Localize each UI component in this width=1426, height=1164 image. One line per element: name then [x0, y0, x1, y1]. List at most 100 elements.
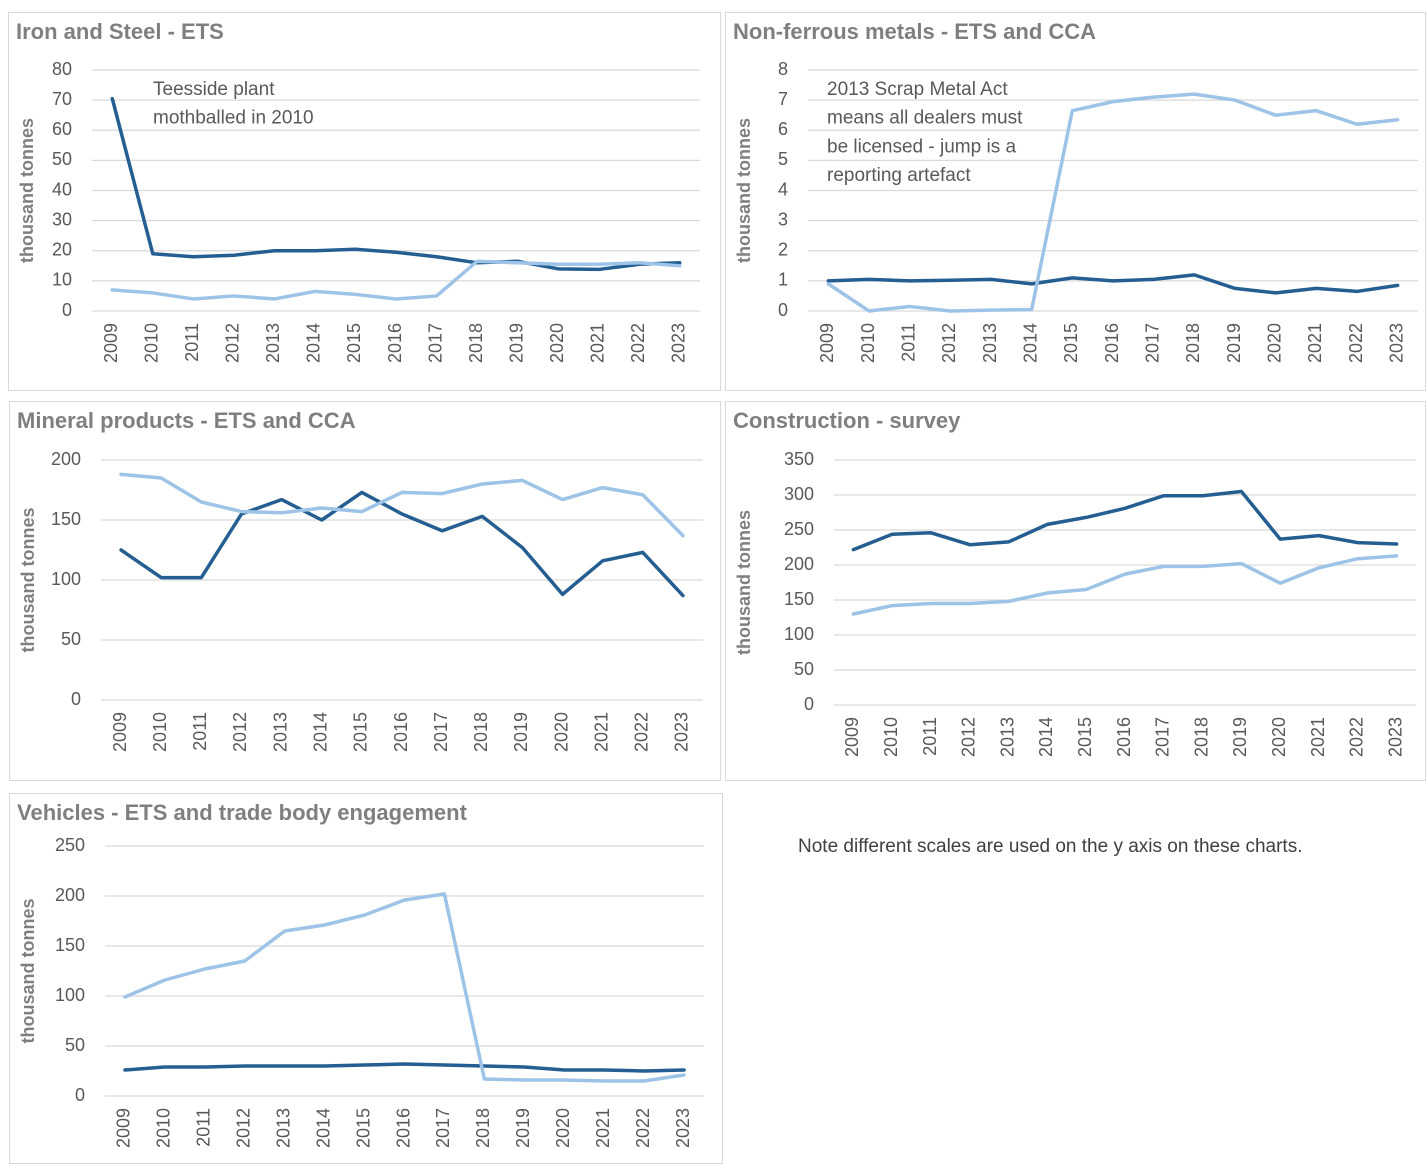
line-series [119, 472, 685, 538]
chart-title: Non-ferrous metals - ETS and CCA [733, 19, 1096, 44]
y-tick-label: 250 [784, 519, 814, 539]
x-tick-label: 2022 [632, 712, 652, 752]
y-tick-label: 0 [804, 694, 814, 714]
y-tick-label: 0 [62, 300, 72, 320]
y-tick-label: 0 [71, 689, 81, 709]
annotation: be licensed - jump is a [827, 136, 1016, 157]
annotation: mothballed in 2010 [153, 108, 314, 129]
x-tick-label: 2011 [194, 1108, 214, 1147]
annotation: 2013 Scrap Metal Act [827, 79, 1008, 100]
y-tick-label: 200 [784, 554, 814, 574]
x-tick-label: 2012 [234, 1108, 254, 1148]
line-series [851, 554, 1399, 616]
annotation: reporting artefact [827, 165, 971, 186]
x-tick-label: 2017 [431, 712, 451, 752]
x-tick-label: 2013 [997, 717, 1017, 757]
y-tick-label: 150 [51, 509, 81, 529]
x-tick-label: 2021 [1308, 717, 1328, 757]
x-tick-label: 2013 [273, 1108, 293, 1148]
x-tick-label: 2022 [633, 1108, 653, 1148]
x-tick-label: 2020 [1269, 717, 1289, 757]
x-tick-label: 2015 [1061, 323, 1081, 363]
line-series [119, 490, 685, 598]
y-tick-label: 250 [55, 835, 85, 855]
panel [9, 793, 723, 1164]
x-tick-label: 2010 [858, 323, 878, 363]
x-tick-label: 2018 [1191, 717, 1211, 757]
line-series [110, 96, 682, 272]
y-tick-label: 150 [784, 589, 814, 609]
y-tick-label: 150 [55, 935, 85, 955]
x-tick-label: 2015 [344, 323, 364, 363]
line-series [123, 892, 686, 1083]
chart-title: Mineral products - ETS and CCA [17, 408, 356, 433]
x-tick-label: 2015 [1075, 717, 1095, 757]
line-series [851, 489, 1399, 552]
x-tick-label: 2023 [1386, 323, 1406, 363]
x-tick-label: 2010 [881, 717, 901, 757]
x-tick-label: 2012 [230, 712, 250, 752]
x-tick-label: 2009 [817, 323, 837, 363]
x-tick-label: 2014 [304, 323, 324, 363]
line-series [826, 92, 1400, 313]
x-tick-label: 2009 [842, 717, 862, 757]
y-tick-label: 0 [75, 1085, 85, 1105]
x-tick-label: 2014 [313, 1108, 333, 1148]
x-tick-label: 2013 [270, 712, 290, 752]
y-axis-label: thousand tonnes [18, 508, 38, 653]
x-tick-label: 2020 [547, 323, 567, 363]
chart-title: Construction - survey [733, 408, 961, 433]
x-tick-label: 2020 [1264, 323, 1284, 363]
y-tick-label: 1 [778, 270, 788, 290]
x-tick-label: 2017 [1153, 717, 1173, 757]
x-tick-label: 2023 [1385, 717, 1405, 757]
y-tick-label: 8 [778, 59, 788, 79]
x-tick-label: 2016 [391, 712, 411, 752]
y-tick-label: 70 [52, 89, 72, 109]
x-tick-label: 2020 [553, 1108, 573, 1148]
x-tick-label: 2021 [593, 1108, 613, 1148]
y-tick-label: 20 [52, 240, 72, 260]
y-tick-label: 350 [784, 449, 814, 469]
x-tick-label: 2021 [1305, 323, 1325, 363]
x-tick-label: 2010 [150, 712, 170, 752]
chart-title: Iron and Steel - ETS [16, 19, 224, 44]
x-tick-label: 2018 [1183, 323, 1203, 363]
y-tick-label: 30 [52, 209, 72, 229]
x-tick-label: 2016 [385, 323, 405, 363]
y-axis-label: thousand tonnes [17, 118, 37, 263]
x-tick-label: 2018 [466, 323, 486, 363]
x-tick-label: 2014 [310, 712, 330, 752]
y-tick-label: 200 [51, 449, 81, 469]
chart-title: Vehicles - ETS and trade body engagement [17, 800, 468, 825]
x-tick-label: 2023 [673, 1108, 693, 1148]
x-tick-label: 2009 [110, 712, 130, 752]
y-tick-label: 50 [794, 659, 814, 679]
x-tick-label: 2011 [190, 712, 210, 751]
x-tick-label: 2022 [1346, 323, 1366, 363]
y-tick-label: 60 [52, 119, 72, 139]
y-tick-label: 2 [778, 240, 788, 260]
x-tick-label: 2009 [114, 1108, 134, 1148]
x-tick-label: 2023 [672, 712, 692, 752]
x-tick-label: 2022 [1347, 717, 1367, 757]
x-tick-label: 2009 [101, 323, 121, 363]
x-tick-label: 2017 [1142, 323, 1162, 363]
x-tick-label: 2023 [668, 323, 688, 363]
x-tick-label: 2010 [142, 323, 162, 363]
x-tick-label: 2014 [1020, 323, 1040, 363]
y-axis-label: thousand tonnes [18, 899, 38, 1044]
line-series [826, 273, 1400, 295]
y-tick-label: 6 [778, 119, 788, 139]
y-tick-label: 300 [784, 484, 814, 504]
x-tick-label: 2011 [182, 323, 202, 362]
y-tick-label: 4 [778, 179, 788, 199]
y-tick-label: 100 [55, 985, 85, 1005]
x-tick-label: 2016 [393, 1108, 413, 1148]
x-tick-label: 2010 [154, 1108, 174, 1148]
x-tick-label: 2012 [223, 323, 243, 363]
x-tick-label: 2018 [473, 1108, 493, 1148]
y-tick-label: 40 [52, 179, 72, 199]
line-series [123, 1062, 686, 1073]
